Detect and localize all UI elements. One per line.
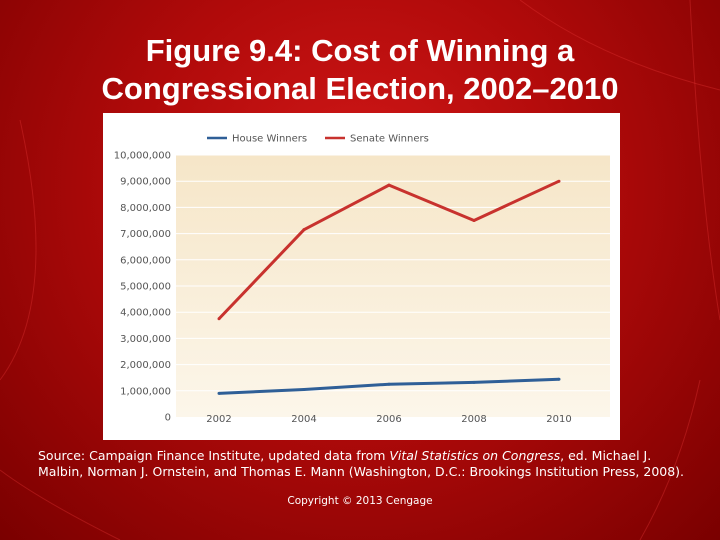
slide-title-line1: Figure 9.4: Cost of Winning a bbox=[145, 33, 575, 68]
x-tick-label: 2002 bbox=[206, 414, 231, 425]
y-tick-label: 3,000,000 bbox=[120, 334, 171, 345]
chart: 0 1,000,000 2,000,000 3,000,000 4,000,000 5,0… bbox=[103, 113, 620, 440]
data-point bbox=[557, 179, 561, 183]
data-point bbox=[302, 228, 306, 232]
copyright-notice: Copyright © 2013 Cengage bbox=[287, 495, 433, 507]
y-tick-label: 4,000,000 bbox=[120, 308, 171, 319]
data-point bbox=[557, 377, 561, 381]
y-tick-label: 6,000,000 bbox=[120, 255, 171, 266]
source-title: Vital Statistics on Congress bbox=[389, 448, 561, 463]
legend-label: Senate Winners bbox=[350, 134, 429, 145]
y-tick-label: 10,000,000 bbox=[114, 151, 171, 162]
legend: House Winners Senate Winners bbox=[207, 134, 429, 145]
y-tick-label: 7,000,000 bbox=[120, 229, 171, 240]
x-tick-label: 2004 bbox=[291, 414, 316, 425]
legend-label: House Winners bbox=[232, 134, 307, 145]
data-point bbox=[387, 382, 391, 386]
series-lines bbox=[217, 179, 561, 395]
line-chart: 0 1,000,000 2,000,000 3,000,000 4,000,000 5,0… bbox=[103, 113, 620, 440]
data-point bbox=[217, 391, 221, 395]
y-tick-label: 0 bbox=[165, 413, 171, 424]
source-prefix: Source: Campaign Finance Institute, upda… bbox=[38, 448, 390, 463]
data-point bbox=[217, 317, 221, 321]
y-axis-ticks: 0 1,000,000 2,000,000 3,000,000 4,000,000 5,0… bbox=[114, 151, 171, 424]
y-tick-label: 8,000,000 bbox=[120, 203, 171, 214]
x-tick-label: 2008 bbox=[461, 414, 486, 425]
data-point bbox=[472, 219, 476, 222]
data-point bbox=[302, 387, 306, 391]
slide-title-line2: Congressional Election, 2002–2010 bbox=[101, 71, 619, 106]
slide-title: Figure 9.4: Cost of Winning a Congressio… bbox=[0, 32, 720, 108]
y-tick-label: 1,000,000 bbox=[120, 386, 171, 397]
x-tick-label: 2010 bbox=[546, 414, 571, 425]
source-note: Source: Campaign Finance Institute, upda… bbox=[38, 448, 698, 480]
x-tick-label: 2006 bbox=[376, 414, 401, 425]
y-tick-label: 5,000,000 bbox=[120, 282, 171, 293]
data-point bbox=[472, 380, 476, 384]
y-tick-label: 2,000,000 bbox=[120, 360, 171, 371]
source-suffix: , ed. Michael J. Malbin, Norman J. Ornst… bbox=[38, 448, 685, 479]
y-tick-label: 9,000,000 bbox=[120, 177, 171, 188]
x-axis-ticks: 2002 2004 2006 2008 2010 bbox=[206, 414, 571, 425]
data-point bbox=[387, 183, 391, 187]
